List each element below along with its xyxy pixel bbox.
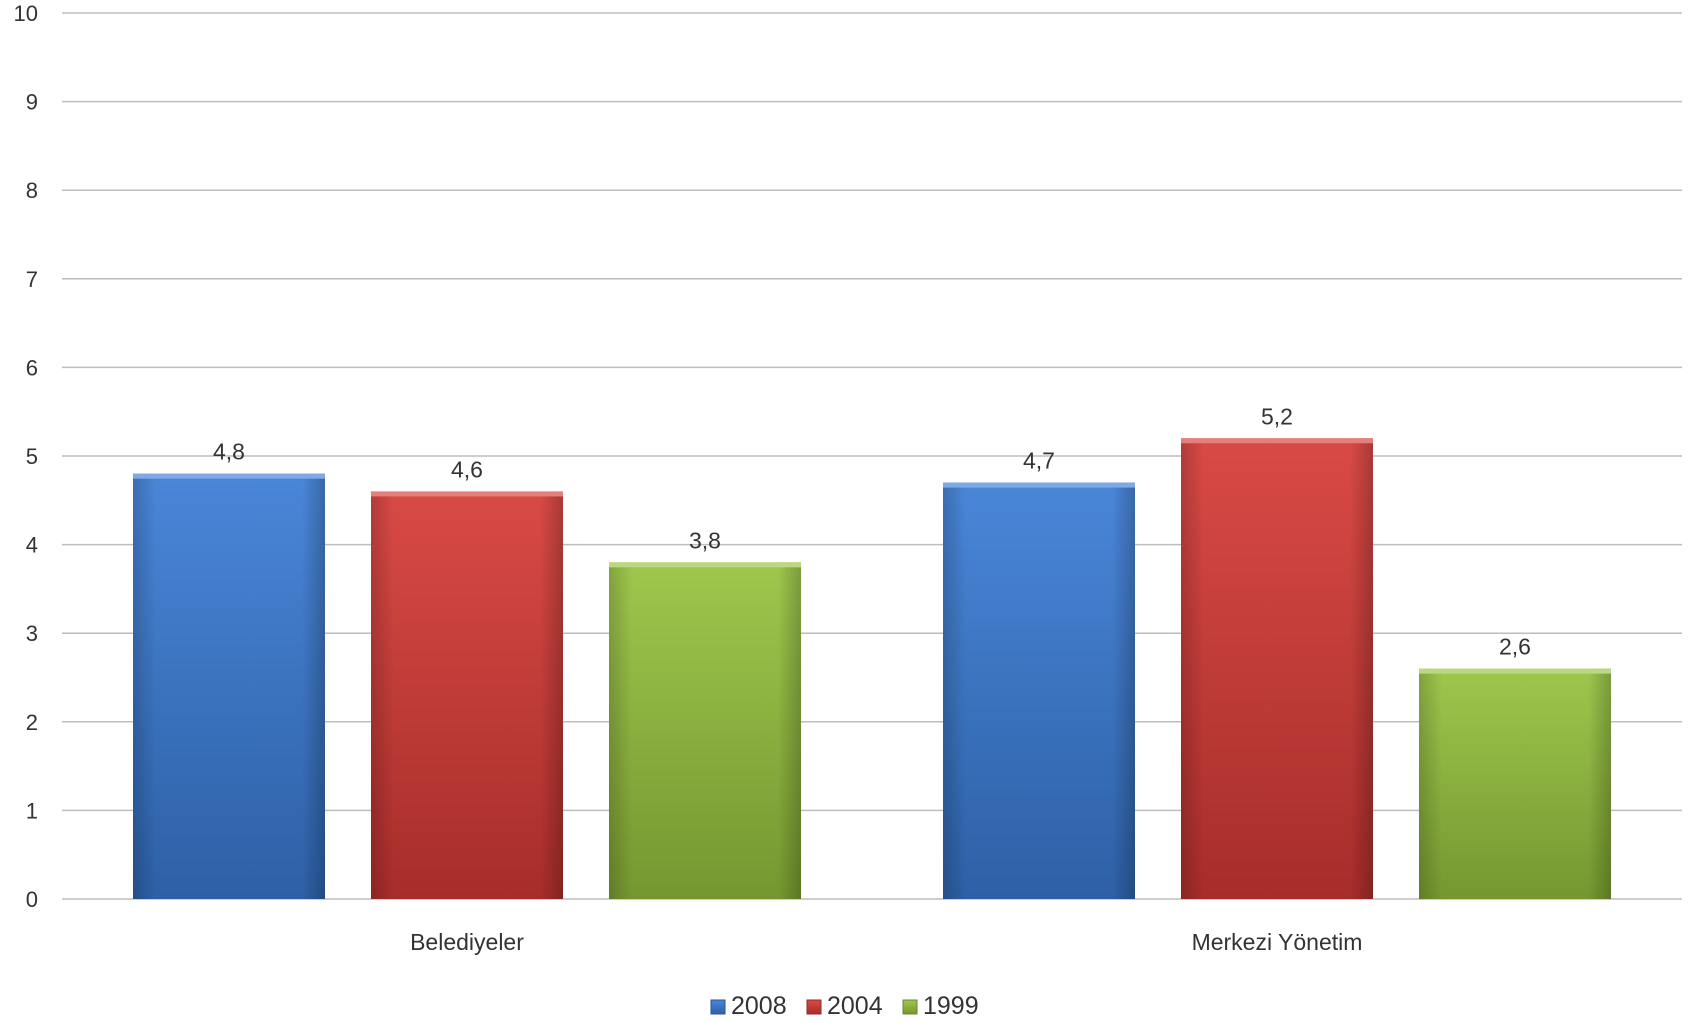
legend-label: 2004 bbox=[827, 992, 883, 1020]
bar-shading bbox=[943, 482, 1135, 899]
data-label: 3,8 bbox=[689, 527, 721, 553]
data-label: 4,8 bbox=[213, 439, 245, 465]
y-tick-label: 10 bbox=[14, 1, 38, 26]
bars bbox=[133, 438, 1611, 899]
legend-swatch-1999 bbox=[902, 999, 918, 1015]
bar-shading bbox=[1181, 438, 1373, 899]
y-tick-label: 4 bbox=[26, 533, 38, 558]
y-axis-ticks: 0 1 2 3 4 5 6 7 8 9 10 bbox=[14, 1, 38, 912]
bar-top-highlight bbox=[1419, 668, 1611, 674]
bar-top-highlight bbox=[1181, 438, 1373, 444]
y-tick-label: 3 bbox=[26, 621, 38, 646]
legend-swatch-2008 bbox=[710, 999, 726, 1015]
legend: 2008 2004 1999 bbox=[710, 992, 979, 1020]
bar-top-highlight bbox=[133, 473, 325, 479]
bar-top-highlight bbox=[943, 482, 1135, 488]
y-tick-label: 5 bbox=[26, 444, 38, 469]
bar-top-highlight bbox=[371, 491, 563, 497]
category-label: Belediyeler bbox=[410, 929, 524, 955]
data-label: 4,6 bbox=[451, 456, 483, 482]
legend-label: 1999 bbox=[923, 992, 979, 1020]
bar-shading bbox=[1419, 668, 1611, 899]
y-tick-label: 8 bbox=[26, 178, 38, 203]
bar-top-highlight bbox=[609, 562, 801, 568]
bar-shading bbox=[609, 562, 801, 899]
y-tick-label: 7 bbox=[26, 267, 38, 292]
bar-shading bbox=[133, 473, 325, 899]
y-tick-label: 1 bbox=[26, 798, 38, 823]
legend-swatch-2004 bbox=[806, 999, 822, 1015]
gridlines bbox=[62, 12, 1682, 900]
legend-label: 2008 bbox=[731, 992, 787, 1020]
data-label: 4,7 bbox=[1023, 448, 1055, 474]
y-tick-label: 0 bbox=[26, 887, 38, 912]
data-label: 5,2 bbox=[1261, 403, 1293, 429]
data-label: 2,6 bbox=[1499, 634, 1531, 660]
y-tick-label: 9 bbox=[26, 90, 38, 115]
bar-shading bbox=[371, 491, 563, 899]
y-tick-label: 2 bbox=[26, 710, 38, 735]
data-labels: 4,8 4,6 3,8 4,7 5,2 2,6 bbox=[213, 403, 1531, 659]
y-tick-label: 6 bbox=[26, 355, 38, 380]
category-labels: Belediyeler Merkezi Yönetim bbox=[410, 929, 1362, 955]
category-label: Merkezi Yönetim bbox=[1192, 929, 1363, 955]
